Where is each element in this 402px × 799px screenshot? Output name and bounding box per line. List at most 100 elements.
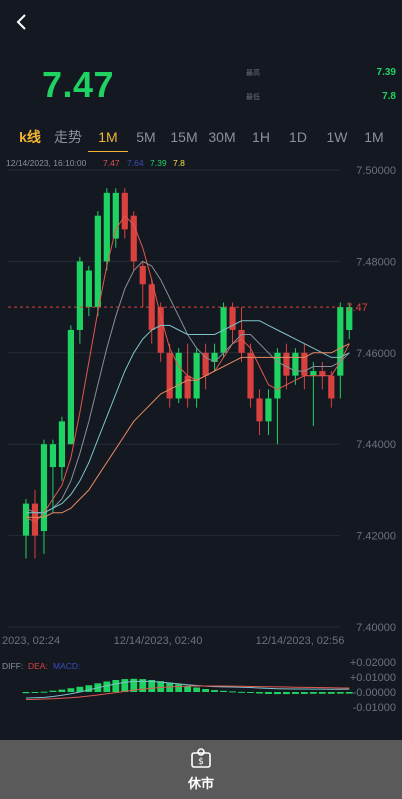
candle-body — [247, 352, 254, 399]
macd-bar — [58, 689, 66, 692]
macd-y-tick: +0.01000 — [350, 672, 396, 684]
ma-teal-line — [26, 320, 350, 514]
market-status-label: 休市 — [187, 776, 214, 791]
candle-body — [319, 371, 326, 376]
kline-chart[interactable]: 12/14/2023, 16:10:00 7.47 7.64 7.39 7.8 7.500… — [0, 153, 402, 713]
candle-body — [58, 421, 66, 468]
back-button[interactable] — [10, 10, 34, 34]
macd-y-tick: -0.00000 — [353, 687, 396, 699]
macd-bar — [309, 692, 317, 694]
tab-trend[interactable]: 走势 — [54, 129, 82, 145]
high-label: 最高 — [246, 70, 260, 77]
macd-bar — [336, 692, 344, 694]
low-value: 7.8 — [382, 91, 396, 102]
macd-bar — [157, 681, 165, 692]
tab-1h-6[interactable]: 1H — [252, 129, 270, 145]
macd-bar — [292, 692, 299, 694]
interval-tabs: k线 走势 1M 5M 15M 30M 1H 1D 1W 1M — [0, 124, 402, 152]
y-tick-label: 7.40000 — [356, 622, 396, 634]
kline-svg: 12/14/2023, 16:10:00 7.47 7.64 7.39 7.8 7.500… — [2, 158, 396, 713]
ma-value-4: 7.8 — [173, 158, 185, 168]
ma-red-line — [25, 214, 350, 523]
candle-body — [22, 503, 30, 536]
candle-body — [211, 352, 218, 362]
macd-y-tick: +0.02000 — [350, 657, 396, 669]
last-price-label: 7.47 — [346, 302, 367, 314]
macd-bar — [175, 684, 183, 692]
macd-bar — [121, 679, 129, 692]
y-tick-label: 7.50000 — [356, 165, 396, 177]
svg-text:$: $ — [198, 757, 204, 767]
ma-value-2: 7.64 — [127, 158, 144, 168]
candle-body — [346, 307, 353, 330]
macd-bar — [327, 692, 335, 694]
candle-body — [337, 307, 344, 376]
macd-bar — [85, 685, 93, 692]
candle-body — [184, 375, 191, 399]
tab-15m-4[interactable]: 15M — [170, 129, 198, 145]
macd-bar — [220, 690, 227, 692]
candle-body — [193, 352, 200, 399]
candle-body — [139, 265, 146, 285]
candle-body — [256, 398, 263, 422]
macd-bar — [211, 690, 218, 692]
macd-bar — [184, 686, 192, 692]
ma-orange-line — [26, 343, 350, 518]
macd-bar — [274, 692, 281, 695]
ma-datetime: 12/14/2023, 16:10:00 — [6, 158, 87, 168]
market-status-bar[interactable]: $ 休市 — [0, 740, 402, 799]
macd-bar — [193, 687, 201, 692]
macd-bar — [265, 692, 272, 694]
tab-kline[interactable]: k线 — [19, 129, 41, 145]
candle-body — [238, 329, 245, 353]
macd-legend-diff: DIFF: — [2, 661, 23, 671]
macd-dea-line — [25, 685, 350, 700]
candle-body — [202, 352, 209, 376]
candle-body — [76, 261, 83, 330]
candle-body — [103, 192, 110, 262]
tab-5m-3[interactable]: 5M — [136, 129, 156, 145]
candle-body — [301, 352, 308, 376]
macd-bar — [67, 688, 75, 692]
candle-body — [166, 352, 173, 399]
y-tick-label: 7.48000 — [356, 256, 396, 268]
high-value: 7.39 — [376, 67, 396, 78]
candle-body — [283, 352, 290, 376]
candle-body — [112, 192, 119, 239]
macd-bar — [300, 692, 308, 694]
macd-bar — [49, 690, 57, 692]
macd-legend-macd: MACD: — [53, 661, 80, 671]
candle-body — [121, 192, 128, 230]
macd-bar — [148, 680, 156, 692]
tab-1m-2[interactable]: 1M — [88, 125, 128, 152]
tab-30m-5[interactable]: 30M — [208, 129, 236, 145]
current-price: 7.47 — [42, 64, 115, 105]
candle-body — [229, 307, 236, 330]
macd-bar — [76, 686, 84, 692]
ma-value-3: 7.39 — [150, 158, 167, 168]
x-tick-label: 12/14/2023, 02:56 — [256, 635, 345, 647]
candle-body — [94, 215, 101, 308]
macd-diff-line — [25, 680, 350, 699]
macd-bar — [318, 692, 326, 694]
candle-body — [265, 398, 272, 422]
market-closed-icon: $ — [191, 748, 211, 768]
tab-1d-7[interactable]: 1D — [289, 129, 307, 145]
tab-1w-8[interactable]: 1W — [326, 129, 348, 145]
macd-bar — [247, 692, 254, 693]
candle-body — [40, 444, 48, 532]
y-tick-label: 7.44000 — [356, 439, 396, 451]
macd-bar — [112, 680, 120, 692]
tab-1m-9[interactable]: 1M — [364, 129, 384, 145]
y-tick-label: 7.42000 — [356, 531, 396, 543]
macd-bar — [229, 691, 236, 693]
ma-value-1: 7.47 — [103, 158, 120, 168]
candle-body — [292, 352, 299, 376]
candle-body — [148, 284, 155, 330]
macd-bar — [22, 692, 30, 694]
candle-body — [175, 352, 182, 399]
candle-body — [85, 270, 92, 308]
macd-bar — [256, 692, 263, 694]
candle-body — [49, 444, 57, 468]
x-tick-label: 2023, 02:24 — [2, 635, 60, 647]
